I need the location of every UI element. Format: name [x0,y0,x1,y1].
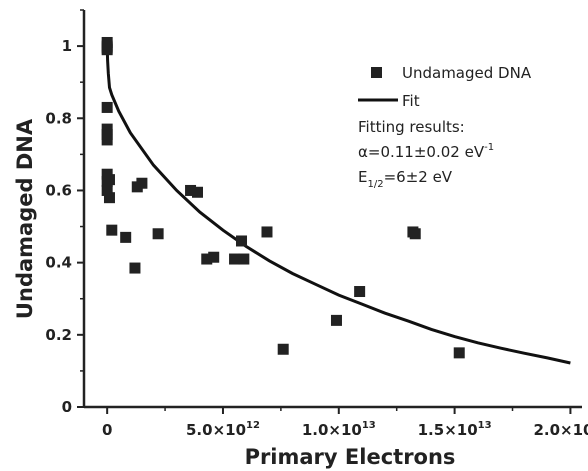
fit-line [105,46,571,365]
data-point [185,184,197,196]
y-tick-label: 0.6 [45,181,72,199]
data-point [261,226,273,238]
data-point [101,134,113,146]
data-point [136,177,148,189]
x-tick-label: 5.0×1012 [186,420,260,439]
x-tick-label: 1.5×1013 [418,420,492,439]
y-tick-label: 0.8 [45,109,72,127]
y-axis-ticks: 0 0.2 0.4 0.6 0.8 1 [45,9,84,416]
data-point [229,253,241,265]
y-axis-title: Undamaged DNA [13,118,37,319]
data-point [152,228,164,240]
fit-series [105,46,571,365]
legend-marker-undamaged-dna [371,67,382,78]
data-point [236,235,248,247]
data-point [101,184,113,196]
x-tick-label: 1.0×1013 [302,420,376,439]
data-point [330,314,342,326]
fitting-alpha: α=0.11±0.02 eV-1 [358,142,494,161]
data-point [120,231,132,243]
data-point [103,174,115,186]
data-point [208,251,220,263]
y-tick-label: 0.4 [45,254,72,272]
y-tick-label: 0 [62,398,72,416]
data-point [101,44,113,56]
data-point [201,253,213,265]
legend-label-fit: Fit [402,92,420,110]
y-tick-label: 1 [62,37,72,55]
y-tick-label: 0.2 [45,326,72,344]
x-tick-label: 2.0×1013 [533,420,588,439]
x-axis-title: Primary Electrons [245,445,456,469]
data-point [238,253,250,265]
data-point [106,224,118,236]
legend: Undamaged DNA Fit Fitting results: α=0.1… [358,64,532,190]
data-point [453,347,465,359]
axes [82,10,582,409]
data-point [354,286,366,298]
data-point [101,101,113,113]
data-point [191,186,203,198]
scatter-series [101,36,465,359]
data-point [129,262,141,274]
fitting-e-half: E1/2=6±2 eV [358,168,453,190]
x-axis-ticks: 0 5.0×1012 1.0×1013 1.5×1013 2.0×1013 [102,407,588,439]
data-point [103,192,115,204]
fitting-results-title: Fitting results: [358,118,465,136]
data-point [409,228,421,240]
x-tick-label: 0 [102,421,112,439]
legend-label-undamaged-dna: Undamaged DNA [402,64,532,82]
data-point [277,343,289,355]
